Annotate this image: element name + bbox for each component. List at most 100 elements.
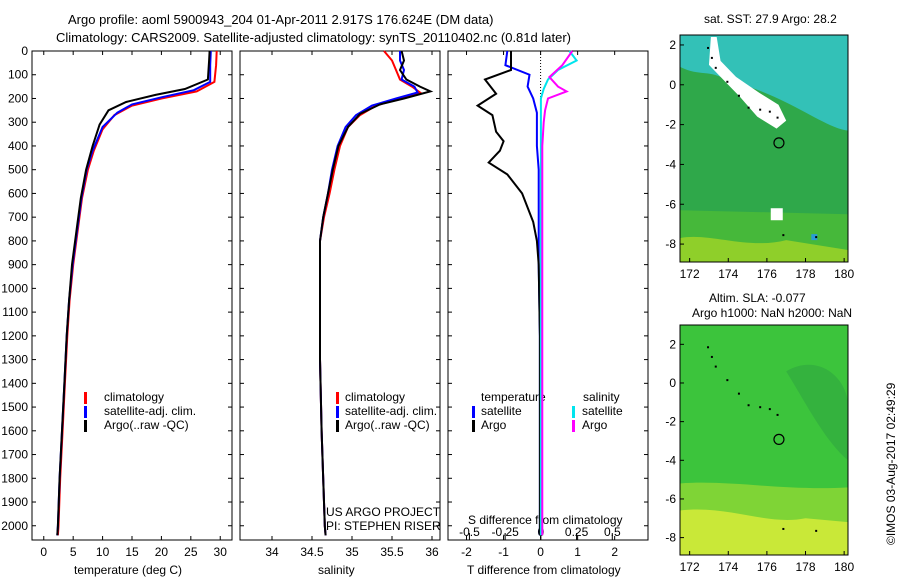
x-tick-label: 5 <box>70 545 77 559</box>
legend-swatch-temp-argo <box>472 420 475 432</box>
x-tick-label: 20 <box>155 545 169 559</box>
island-dot <box>815 529 818 532</box>
legend-label-climatology: climatology <box>104 390 165 404</box>
series-line-satellite-adj-clim- <box>56 50 212 536</box>
y-tick-label: 400 <box>8 139 28 153</box>
legend-swatch-climatology <box>84 392 87 404</box>
y-tick-label: 1800 <box>1 471 28 485</box>
tdiff-xlabel: T difference from climatology <box>467 563 621 577</box>
x-tick-label: 35.5 <box>380 545 404 559</box>
legend-label-temp-satellite: satellite <box>481 404 522 418</box>
island-dot <box>710 56 713 59</box>
y-tick-label: 1600 <box>1 424 28 438</box>
map-x-tick-label: 176 <box>757 267 777 281</box>
sla-low-anomaly <box>786 364 848 461</box>
map-y-tick-label: 2 <box>669 337 676 351</box>
series-line-salinity-satellite <box>539 50 579 536</box>
legend-swatch-sal-satellite <box>572 406 575 418</box>
plot-frame <box>31 50 233 541</box>
y-tick-label: 300 <box>8 115 28 129</box>
argo-position-marker <box>773 137 785 149</box>
island-dot <box>815 236 818 239</box>
legend-swatch-argo <box>336 420 339 432</box>
map-x-tick-label: 174 <box>718 560 738 574</box>
legend-label-satellite: satellite-adj. clim. <box>345 404 438 418</box>
x-tick-label: 34 <box>265 545 279 559</box>
legend-swatch-satellite <box>84 406 87 418</box>
series-line-climatology <box>319 50 423 536</box>
x-tick-label: -2 <box>461 545 472 559</box>
x-tick-label: 10 <box>96 545 110 559</box>
map-frame <box>679 34 849 263</box>
x-tick-label: 0 <box>40 545 47 559</box>
sst-map-title: sat. SST: 27.9 Argo: 28.2 <box>704 12 837 26</box>
legend-label-climatology: climatology <box>345 390 406 404</box>
x2-tick-label: 0.5 <box>604 525 621 539</box>
sst-cloud-mask <box>708 36 787 129</box>
series-line-satellite-adj-clim- <box>319 51 420 536</box>
y-tick-label: 900 <box>8 258 28 272</box>
map-y-tick-label: -2 <box>665 118 676 132</box>
map-y-tick-label: 0 <box>669 376 676 390</box>
map-y-tick-label: -4 <box>665 453 676 467</box>
x-tick-label: 36 <box>425 545 439 559</box>
x-tick-label: 30 <box>214 545 228 559</box>
legend-label-argo: Argo(..raw -QC) <box>345 418 430 432</box>
y-tick-label: 1100 <box>2 305 28 319</box>
sdiff-xlabel: S difference from climatology <box>468 513 623 527</box>
island-dot <box>710 355 713 358</box>
title-line-2: Climatology: CARS2009. Satellite-adjuste… <box>56 30 571 45</box>
map-y-tick-label: -8 <box>665 531 676 545</box>
island-dot <box>782 234 785 237</box>
y-tick-label: 1200 <box>1 329 28 343</box>
series-line-climatology <box>56 50 218 536</box>
x2-tick-label: 0.25 <box>565 525 589 539</box>
y-tick-label: 1500 <box>1 400 28 414</box>
series-line-salinity-argo <box>541 50 574 536</box>
series-line-temperature-argo <box>475 51 541 536</box>
profile-panel-0: 0 5 10 15 20 25 300100200300400500600700800900… <box>1 44 233 559</box>
y-tick-label: 600 <box>8 186 28 200</box>
sst-southern-warm <box>680 236 848 262</box>
map-y-tick-label: -2 <box>665 415 676 429</box>
legend-swatch-temp-satellite <box>472 406 475 418</box>
map-x-tick-label: 180 <box>834 267 854 281</box>
island-dot <box>707 346 710 349</box>
y-tick-label: 500 <box>8 163 28 177</box>
y-tick-label: 0 <box>21 44 28 58</box>
sst-warm-pool <box>680 35 848 131</box>
island-dot <box>707 46 710 49</box>
map-y-tick-label: -8 <box>665 237 676 251</box>
y-tick-label: 1700 <box>1 448 28 462</box>
y-tick-label: 2000 <box>1 519 28 533</box>
map-x-tick-label: 172 <box>680 560 700 574</box>
sla-map: 172 174 176 178 180 -8 -6 -4 -2 0 2 <box>665 324 854 574</box>
island-dot <box>747 404 750 407</box>
x-tick-label: 25 <box>184 545 198 559</box>
map-x-tick-label: 178 <box>796 560 816 574</box>
series-line-temperature-satellite <box>504 50 541 536</box>
y-tick-label: 1000 <box>1 281 28 295</box>
plot-frame <box>447 50 649 541</box>
x-tick-label: 15 <box>125 545 139 559</box>
sst-cool-patch <box>811 234 818 241</box>
sla-map-title: Altim. SLA: -0.077 <box>709 291 806 305</box>
plot-frame <box>239 50 441 541</box>
legend-label-sal-satellite: satellite <box>582 404 623 418</box>
y-tick-label: 700 <box>8 210 28 224</box>
project-line-2: PI: STEPHEN RISER <box>326 519 441 533</box>
x-tick-label: 1 <box>574 545 581 559</box>
legend-label-sal-argo: Argo <box>582 418 608 432</box>
x-tick-label: -1 <box>498 545 509 559</box>
legend-swatch-sal-argo <box>572 420 575 432</box>
series-line-argo-raw-qc- <box>319 50 434 536</box>
x-tick-label: 35 <box>345 545 359 559</box>
map-x-tick-label: 174 <box>718 267 738 281</box>
y-tick-label: 1300 <box>1 353 28 367</box>
title-line-1: Argo profile: aoml 5900943_204 01-Apr-20… <box>68 12 494 27</box>
island-dot <box>759 406 762 409</box>
series-line-argo-raw-qc- <box>56 50 211 536</box>
argo-position-marker <box>773 433 785 445</box>
